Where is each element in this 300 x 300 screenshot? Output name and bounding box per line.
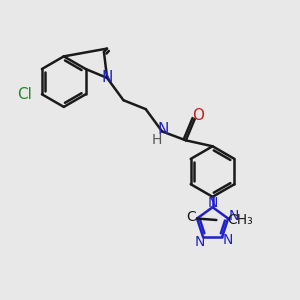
Text: N: N — [228, 209, 239, 223]
Text: N: N — [101, 70, 113, 86]
Text: Cl: Cl — [16, 87, 32, 102]
Text: CH₃: CH₃ — [228, 213, 253, 227]
Text: N: N — [222, 233, 233, 247]
Text: N: N — [207, 196, 218, 210]
Text: C: C — [186, 210, 196, 224]
Text: N: N — [158, 122, 169, 137]
Text: H: H — [152, 133, 162, 147]
Text: N: N — [195, 235, 205, 249]
Text: O: O — [192, 108, 204, 123]
